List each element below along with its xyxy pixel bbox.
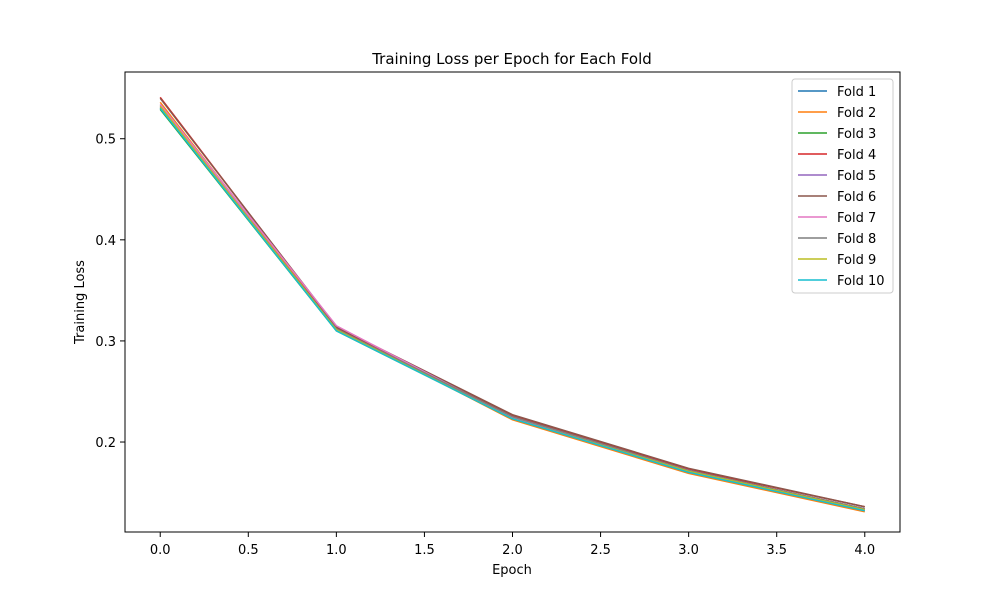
series-line-fold-9 xyxy=(159,105,865,511)
x-tick-label: 2.0 xyxy=(502,543,523,558)
legend-label-fold-7: Fold 7 xyxy=(837,211,876,226)
legend-label-fold-8: Fold 8 xyxy=(837,232,876,247)
x-tick-label: 1.5 xyxy=(414,543,435,558)
x-tick-label: 3.0 xyxy=(678,543,699,558)
x-tick-label: 0.5 xyxy=(238,543,259,558)
legend-label-fold-9: Fold 9 xyxy=(837,253,876,268)
y-tick-label: 0.3 xyxy=(95,335,116,350)
legend-label-fold-10: Fold 10 xyxy=(837,274,885,289)
y-tick-label: 0.5 xyxy=(95,133,116,148)
series-line-fold-2 xyxy=(159,101,865,513)
legend-label-fold-1: Fold 1 xyxy=(837,85,876,100)
y-axis-title: Training Loss xyxy=(73,260,88,345)
series-line-fold-3 xyxy=(159,108,865,511)
x-tick-label: 3.5 xyxy=(766,543,787,558)
legend-label-fold-5: Fold 5 xyxy=(837,169,876,184)
x-axis: 0.0 0.5 1.0 1.5 2.0 2.5 3.0 3.5 4.0 xyxy=(150,532,875,558)
y-tick-label: 0.2 xyxy=(95,436,116,451)
legend-label-fold-2: Fold 2 xyxy=(837,106,876,121)
y-axis: 0.2 0.3 0.4 0.5 xyxy=(95,133,125,451)
series-line-fold-8 xyxy=(159,106,865,510)
series-line-fold-6 xyxy=(159,97,865,508)
x-tick-label: 2.5 xyxy=(590,543,611,558)
series-layer xyxy=(159,96,865,513)
series-line-fold-7 xyxy=(159,103,865,511)
x-tick-label: 0.0 xyxy=(150,543,171,558)
series-line-fold-1 xyxy=(159,107,865,512)
series-line-fold-5 xyxy=(159,104,865,510)
legend-label-fold-3: Fold 3 xyxy=(837,127,876,142)
plot-border xyxy=(124,71,901,533)
x-tick-label: 4.0 xyxy=(854,543,875,558)
chart-title: Training Loss per Epoch for Each Fold xyxy=(371,50,652,68)
legend-label-fold-6: Fold 6 xyxy=(837,190,876,205)
legend-label-fold-4: Fold 4 xyxy=(837,148,876,163)
plot-area xyxy=(124,71,901,533)
y-tick-label: 0.4 xyxy=(95,234,116,249)
x-tick-label: 1.0 xyxy=(326,543,347,558)
x-axis-title: Epoch xyxy=(492,563,532,578)
legend: Fold 1 Fold 2 Fold 3 Fold 4 Fold 5 Fold 6 Fold… xyxy=(791,78,894,294)
series-line-fold-4 xyxy=(159,96,865,508)
series-line-fold-10 xyxy=(159,107,865,512)
